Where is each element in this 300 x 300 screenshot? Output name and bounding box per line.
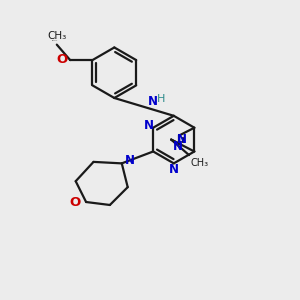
Text: N: N [177, 133, 187, 146]
Text: O: O [70, 196, 81, 209]
Text: H: H [157, 94, 165, 104]
Text: N: N [143, 119, 153, 132]
Text: O: O [57, 53, 68, 66]
Text: CH₃: CH₃ [47, 31, 66, 41]
Text: CH₃: CH₃ [190, 158, 208, 168]
Text: methoxy: methoxy [52, 40, 58, 41]
Text: N: N [125, 154, 135, 167]
Text: N: N [169, 163, 179, 176]
Text: N: N [173, 140, 183, 153]
Text: N: N [147, 95, 158, 108]
